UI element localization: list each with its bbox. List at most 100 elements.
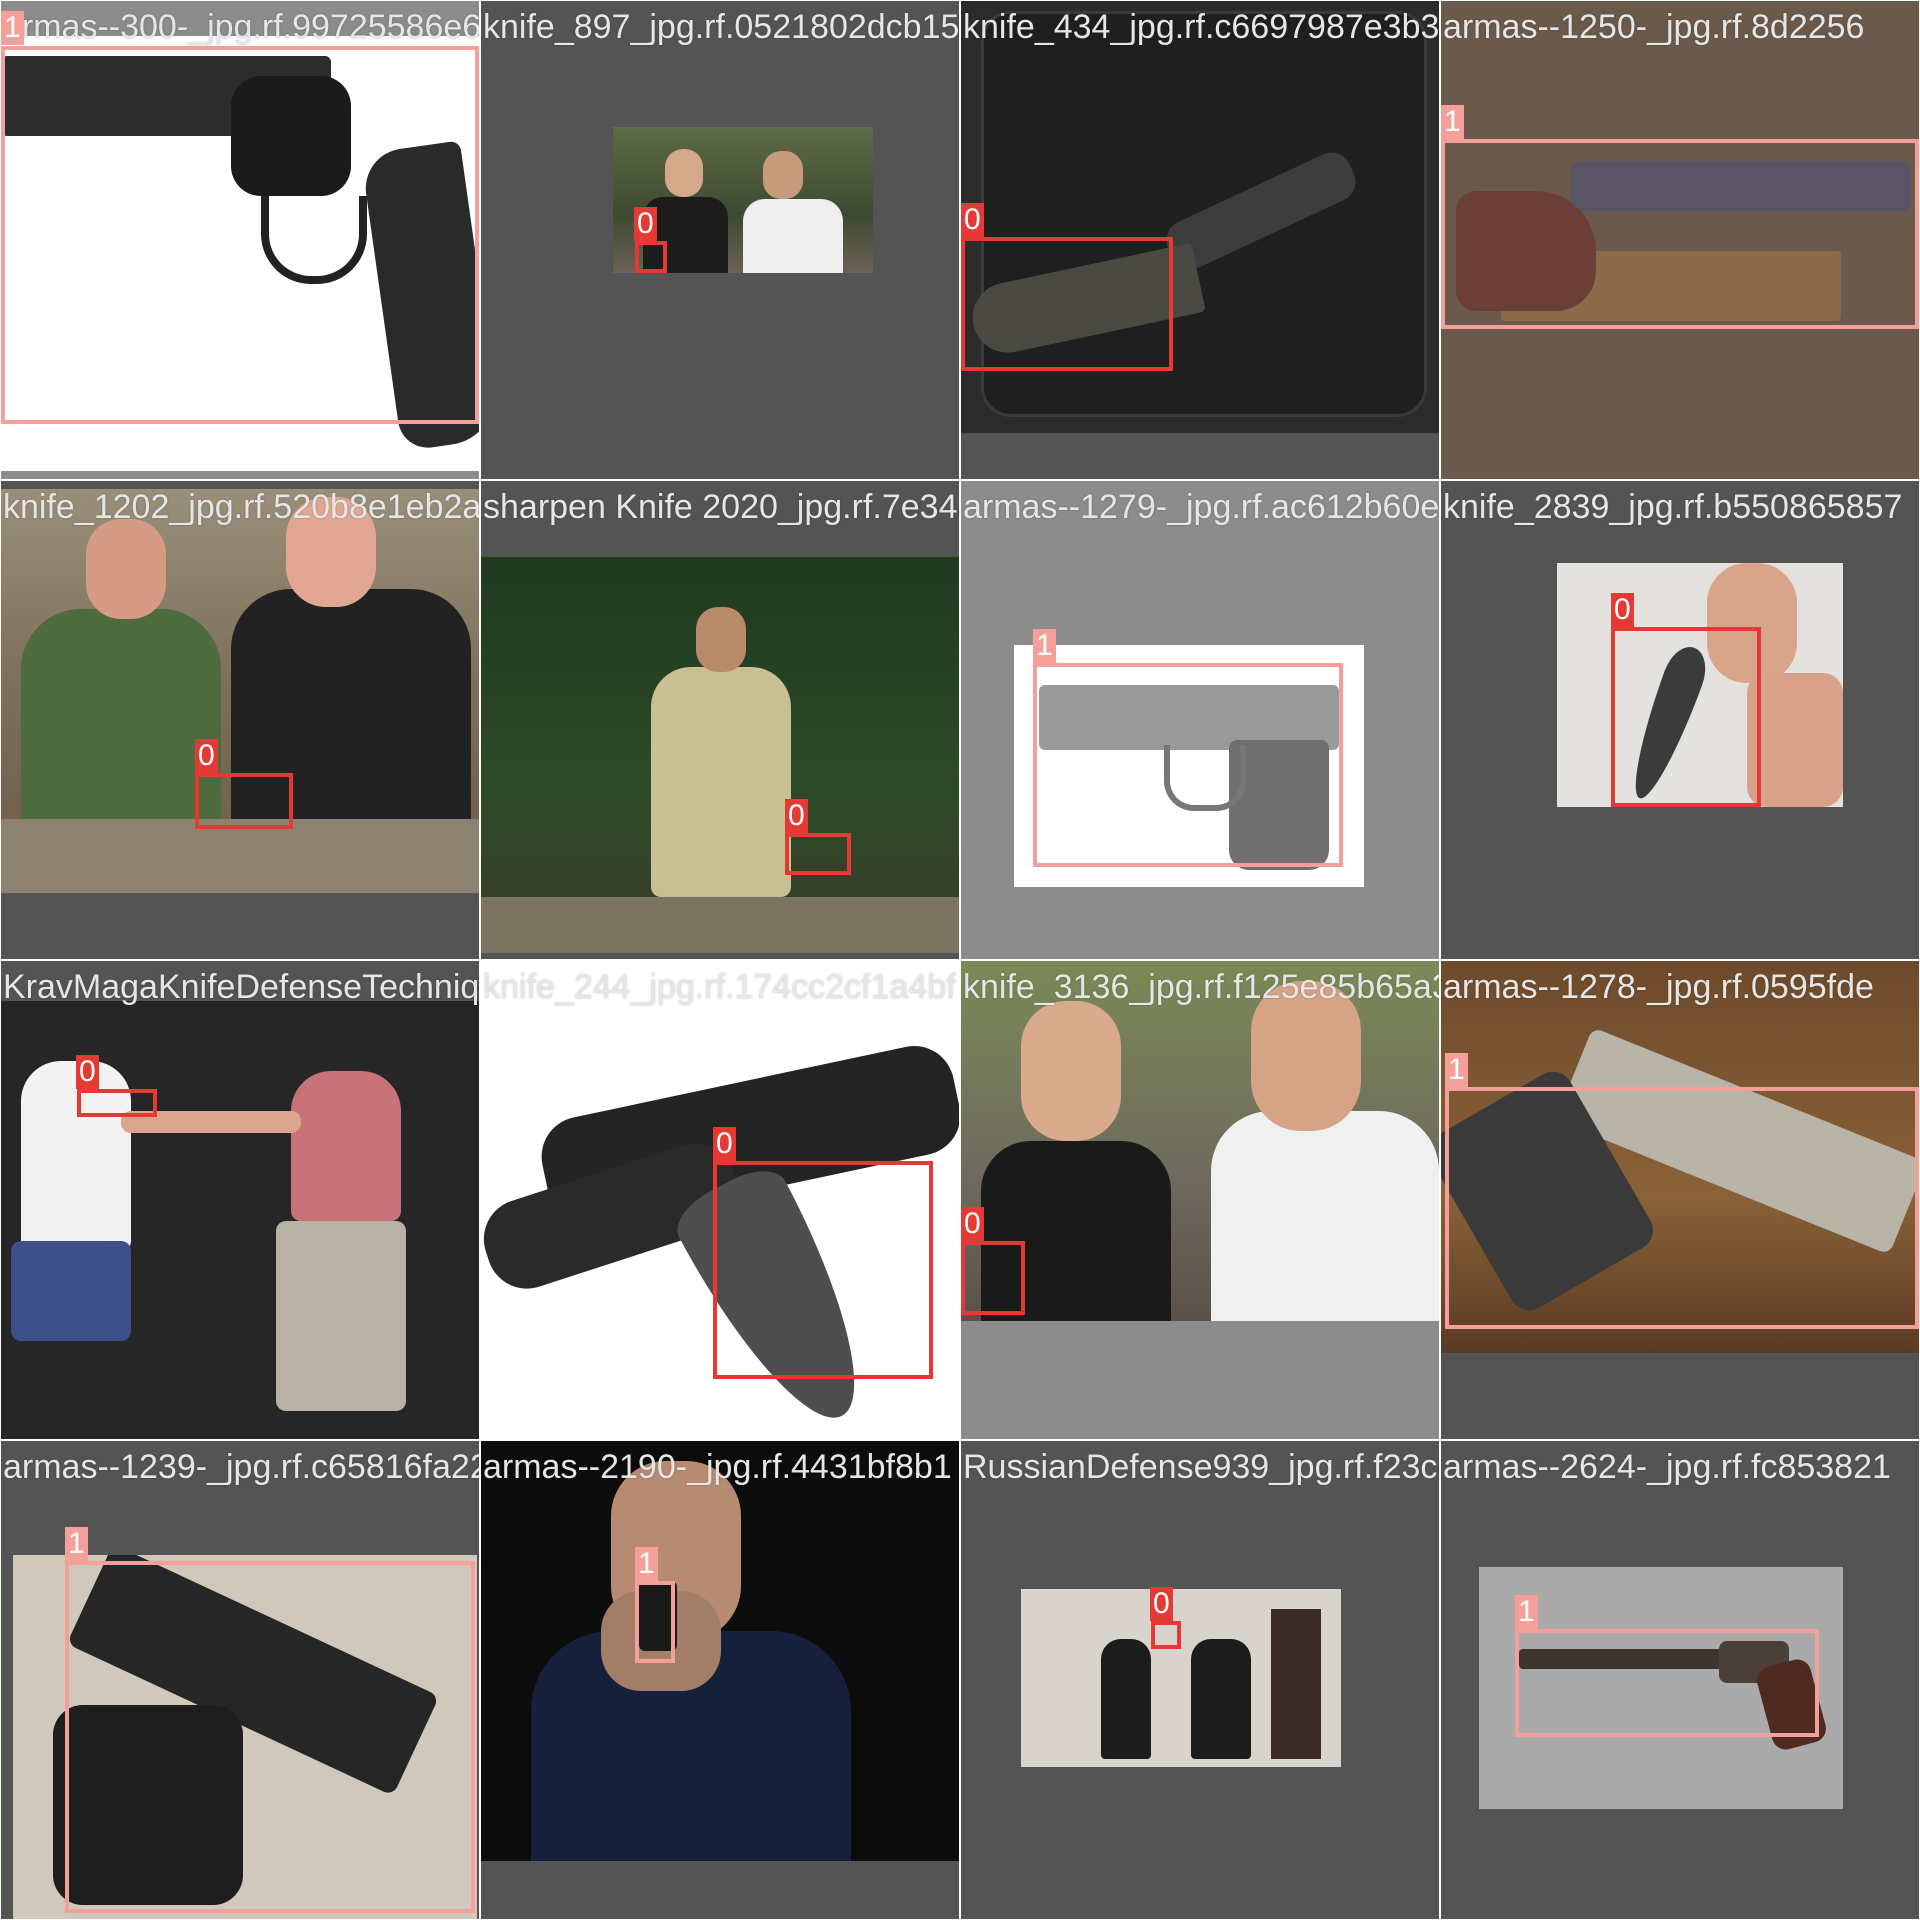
bbox-class-1 — [1441, 139, 1919, 329]
person-right-head-shape — [1251, 981, 1361, 1131]
person-head-shape — [696, 607, 746, 672]
bbox-class-0 — [1611, 627, 1761, 807]
person-right-shape — [743, 199, 843, 273]
pistol-barrel-shape — [1571, 161, 1911, 211]
hand-shape — [1707, 563, 1797, 683]
extended-arm-shape — [121, 1111, 301, 1133]
tile-filename: armas--1279-_jpg.rf.ac612b60e94083955 — [963, 488, 1439, 526]
mosaic-tile: knife_244_jpg.rf.174cc2cf1a4bf 0 — [481, 961, 959, 1439]
revolver-barrel-shape — [1519, 1649, 1749, 1669]
bbox-class-0 — [961, 1241, 1025, 1315]
tile-filename: armas--1250-_jpg.rf.8d2256 — [1443, 8, 1865, 46]
bbox-label: 1 — [1445, 1053, 1468, 1087]
mosaic-tile: armas--2190-_jpg.rf.4431bf8b1 1 — [481, 1441, 959, 1919]
pistol-grip-shape — [1456, 191, 1596, 311]
tile-filename: knife_1202_jpg.rf.520b8e1eb2ab9bf3d1b620… — [3, 488, 479, 526]
bbox-class-1 — [1, 46, 479, 424]
tile-filename: knife_434_jpg.rf.c6697987e3b36bba025c567 — [963, 8, 1439, 46]
forearm-shape — [1747, 673, 1843, 807]
wooden-table-shape — [1, 819, 479, 893]
pistol-grip-shape — [53, 1705, 243, 1905]
bbox-class-0 — [77, 1089, 157, 1117]
person-right-head-shape — [763, 151, 803, 199]
mosaic-tile: armas--1250-_jpg.rf.8d2256 1 — [1441, 1, 1919, 479]
bbox-class-0 — [713, 1161, 933, 1379]
russian-defense-photo — [1021, 1589, 1341, 1767]
tile-filename: knife_3136_jpg.rf.f125e85b65a301fd3b7a — [963, 968, 1439, 1006]
tile-filename: armas--1278-_jpg.rf.0595fde — [1443, 968, 1874, 1006]
mosaic-tile: knife_897_jpg.rf.0521802dcb15bfaf4c3a71 … — [481, 1, 959, 479]
bbox-label: 0 — [713, 1127, 736, 1161]
revolver-trigger-guard-shape — [261, 196, 367, 284]
bbox-class-0 — [961, 237, 1173, 371]
mosaic-tile: armas--300-_jpg.rf.99725586e608397147bb5… — [1, 1, 479, 479]
person-left-shape — [643, 197, 728, 273]
antique-pistol-photo — [1441, 1, 1919, 479]
pistol-shape — [639, 1581, 677, 1651]
bbox-label: 1 — [635, 1547, 658, 1581]
bbox-label: 0 — [76, 1055, 99, 1089]
revolver-cylinder-shape — [231, 76, 351, 196]
two-men-woods-photo — [1, 489, 479, 893]
pistol-slide-shape — [1039, 685, 1339, 750]
person-black-head-shape — [286, 497, 376, 607]
bbox-label: 0 — [1150, 1587, 1173, 1621]
mosaic-tile: knife_434_jpg.rf.c6697987e3b36bba025c567… — [961, 1, 1439, 479]
mosaic-tile: knife_2839_jpg.rf.b550865857 0 — [1441, 481, 1919, 959]
bbox-label: 0 — [634, 207, 657, 241]
person-left-head-shape — [665, 149, 703, 197]
person-left-shirt-shape — [981, 1141, 1171, 1321]
bbox-class-0 — [1151, 1621, 1181, 1649]
compact-pistol-photo — [13, 1555, 477, 1919]
bbox-class-1 — [1033, 663, 1343, 867]
person-two-shape — [1191, 1639, 1251, 1759]
aiming-man-photo — [481, 1441, 959, 1861]
bbox-label: 0 — [785, 799, 808, 833]
knife-case-photo — [961, 1, 1439, 433]
desert-eagle-photo — [1441, 961, 1919, 1353]
poster-shape — [1271, 1609, 1321, 1759]
bbox-class-1 — [65, 1561, 475, 1913]
bbox-label: 0 — [961, 203, 984, 237]
revolver-photo — [1, 36, 479, 471]
person-one-shape — [1101, 1639, 1151, 1759]
knife-sharpening-photo — [481, 557, 959, 953]
tile-filename: KravMagaKnifeDefenseTechnique — [3, 968, 479, 1006]
bbox-class-1 — [1515, 1629, 1819, 1737]
bbox-label: 0 — [195, 739, 218, 773]
bbox-class-1 — [635, 1581, 675, 1663]
bbox-class-1 — [1445, 1087, 1919, 1329]
tile-filename: sharpen Knife 2020_jpg.rf.7e34ac788e3d79… — [483, 488, 959, 526]
tile-filename: armas--1239-_jpg.rf.c65816fa22658f2 — [3, 1448, 479, 1486]
bbox-class-0 — [195, 773, 293, 829]
two-men-outdoor-photo — [613, 127, 873, 273]
attacker-pants-shape — [276, 1221, 406, 1411]
pistol-drawing-photo — [1014, 645, 1364, 887]
person-shirt-shape — [651, 667, 791, 897]
bbox-class-0 — [785, 833, 851, 875]
defender-shorts-shape — [11, 1241, 131, 1341]
tactical-knife-photo — [481, 961, 959, 1439]
bbox-class-0 — [635, 241, 667, 273]
table-shape — [481, 897, 959, 953]
mosaic-tile: knife_3136_jpg.rf.f125e85b65a301fd3b7a 0 — [961, 961, 1439, 1439]
person-green-shirt-shape — [21, 609, 221, 839]
person-right-shirt-shape — [1211, 1111, 1439, 1321]
pistol-trigger-guard-shape — [1164, 745, 1246, 811]
tile-filename: RussianDefense939_jpg.rf.f23c7a8754 — [963, 1448, 1439, 1486]
bbox-label: 0 — [961, 1207, 984, 1241]
tile-filename: armas--300-_jpg.rf.99725586e608397147bb5… — [3, 8, 479, 46]
person-green-head-shape — [86, 519, 166, 619]
mosaic-tile: armas--2624-_jpg.rf.fc853821 1 — [1441, 1441, 1919, 1919]
mosaic-tile: RussianDefense939_jpg.rf.f23c7a8754 0 — [961, 1441, 1439, 1919]
bbox-label: 1 — [1441, 105, 1464, 139]
bbox-label: 1 — [1, 11, 24, 45]
mosaic-tile: KravMagaKnifeDefenseTechnique 0 — [1, 961, 479, 1439]
antique-revolver-photo — [1479, 1567, 1843, 1809]
mosaic-tile: knife_1202_jpg.rf.520b8e1eb2ab9bf3d1b620… — [1, 481, 479, 959]
two-men-photo — [961, 961, 1439, 1321]
tile-filename: knife_2839_jpg.rf.b550865857 — [1443, 488, 1903, 526]
bbox-label: 1 — [65, 1527, 88, 1561]
hand-knife-photo — [1557, 563, 1843, 807]
